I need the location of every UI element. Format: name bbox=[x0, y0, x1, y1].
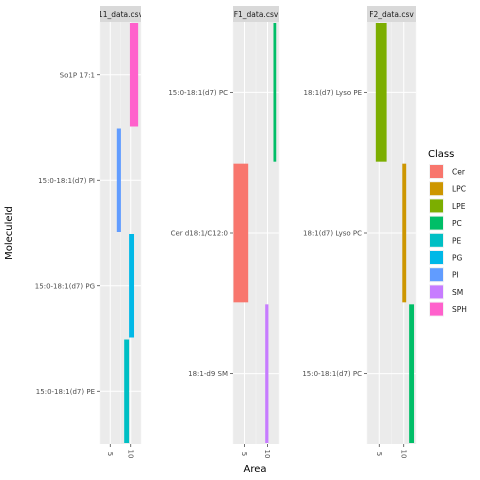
y-tick-label: 15:0-18:1(d7) PG bbox=[35, 282, 95, 290]
legend-label: SPH bbox=[452, 305, 467, 314]
legend-key-cer bbox=[430, 165, 443, 178]
y-tick-label: 18:1(d7) Lyso PE bbox=[303, 89, 362, 97]
y-tick-label: 15:0-18:1(d7) PI bbox=[38, 177, 95, 185]
y-tick-label: Cer d18:1/C12:0 bbox=[171, 230, 228, 238]
x-tick-label: 10 bbox=[126, 450, 134, 459]
legend-label: LPC bbox=[452, 185, 466, 194]
panel-2: F1_data.csv 5 10 15:0-18:1(d7) PC Cer d18:1/… bbox=[168, 6, 279, 458]
legend-label: PE bbox=[452, 236, 462, 245]
bar-pe bbox=[124, 340, 129, 444]
bar-pc bbox=[273, 23, 276, 162]
facet-strip-label: F2_data.csv bbox=[369, 10, 414, 19]
panel-3: F2_data.csv 5 10 18:1(d7) Lyso PE 18:1(d7) L… bbox=[302, 6, 416, 458]
legend: Class Cer LPC LPE PC PE PG PI SM SPH bbox=[428, 149, 467, 317]
legend-label: LPE bbox=[452, 202, 466, 211]
y-tick-label: 15:0-18:1(d7) PE bbox=[36, 388, 95, 396]
legend-label: PG bbox=[452, 254, 463, 263]
legend-key-pg bbox=[430, 251, 443, 264]
legend-key-pe bbox=[430, 234, 443, 247]
legend-title: Class bbox=[428, 149, 454, 160]
y-tick-label: 15:0-18:1(d7) PC bbox=[302, 370, 362, 378]
legend-label: SM bbox=[452, 288, 463, 297]
y-tick-label: 15:0-18:1(d7) PC bbox=[168, 89, 228, 97]
legend-key-pi bbox=[430, 268, 443, 281]
x-tick-label: 5 bbox=[106, 452, 114, 456]
legend-key-sph bbox=[430, 303, 443, 316]
bar-pg bbox=[129, 234, 134, 338]
y-tick-label: So1P 17:1 bbox=[60, 71, 95, 79]
panel-1: 11_data.csv 5 10 So1P 17:1 15:0-18:1(d7) PI 1… bbox=[35, 6, 144, 458]
facet-strip-label: F1_data.csv bbox=[234, 10, 279, 19]
y-tick-label: 18:1-d9 SM bbox=[188, 370, 228, 378]
x-axis-title: Area bbox=[243, 464, 266, 475]
legend-key-sm bbox=[430, 285, 443, 298]
legend-label: PI bbox=[452, 271, 459, 280]
bar-sph bbox=[130, 23, 138, 127]
bar-cer bbox=[233, 164, 248, 303]
x-tick-label: 5 bbox=[240, 452, 248, 456]
x-tick-label: 10 bbox=[263, 450, 271, 459]
legend-key-pc bbox=[430, 217, 443, 230]
legend-label: PC bbox=[452, 219, 462, 228]
y-axis-title: MoleculeId bbox=[4, 206, 15, 260]
x-tick-label: 10 bbox=[399, 450, 407, 459]
legend-key-lpc bbox=[430, 182, 443, 195]
bar-pi bbox=[117, 129, 121, 233]
bar-pc bbox=[409, 304, 414, 443]
facet-strip-label: 11_data.csv bbox=[98, 10, 144, 19]
bar-lpc bbox=[402, 164, 406, 303]
bar-lpe bbox=[376, 23, 387, 162]
bar-sm bbox=[265, 304, 268, 443]
chart-panels: 11_data.csv 5 10 So1P 17:1 15:0-18:1(d7) PI 1… bbox=[35, 6, 416, 458]
legend-key-lpe bbox=[430, 199, 443, 212]
x-tick-label: 5 bbox=[375, 452, 383, 456]
legend-label: Cer bbox=[452, 168, 466, 177]
y-tick-label: 18:1(d7) Lyso PC bbox=[303, 230, 362, 238]
